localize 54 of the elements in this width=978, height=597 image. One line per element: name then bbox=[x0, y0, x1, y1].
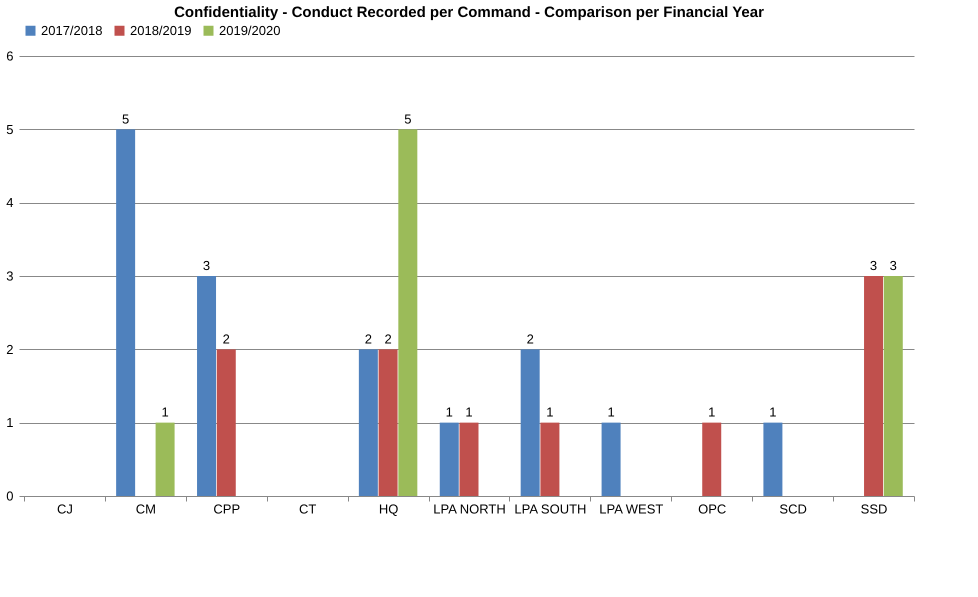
bar bbox=[602, 422, 621, 496]
chart-title: Confidentiality - Conduct Recorded per Command - Comparison per Financial Year bbox=[174, 4, 764, 21]
x-tick-label: CM bbox=[136, 502, 156, 516]
x-tick-label: OPC bbox=[698, 502, 726, 516]
bar bbox=[702, 422, 722, 496]
data-label: 1 bbox=[769, 404, 777, 420]
data-label: 2 bbox=[384, 331, 392, 346]
x-tick-label: SSD bbox=[860, 502, 888, 516]
y-tick-label: 1 bbox=[6, 415, 14, 430]
data-label: 1 bbox=[161, 404, 169, 420]
bar bbox=[156, 422, 175, 496]
y-tick-label: 6 bbox=[6, 48, 14, 64]
data-label: 2 bbox=[222, 331, 230, 346]
data-label: 1 bbox=[607, 404, 615, 420]
y-tick-label: 3 bbox=[6, 268, 14, 284]
bar bbox=[460, 422, 478, 496]
bar bbox=[520, 349, 540, 496]
y-tick-label: 0 bbox=[6, 488, 14, 504]
bar bbox=[378, 349, 398, 496]
bar bbox=[540, 422, 560, 496]
legend-label: 2017/2018 bbox=[41, 22, 102, 38]
bar bbox=[864, 276, 884, 496]
x-tick-label: CJ bbox=[57, 502, 73, 516]
x-tick-label: LPA NORTH bbox=[433, 502, 506, 516]
data-label: 3 bbox=[202, 258, 210, 273]
data-label: 2 bbox=[526, 331, 534, 346]
bar bbox=[116, 129, 136, 496]
bar bbox=[398, 129, 418, 496]
legend-label: 2019/2020 bbox=[219, 22, 280, 38]
data-label: 3 bbox=[870, 258, 878, 273]
bar bbox=[440, 422, 459, 496]
data-label: 1 bbox=[465, 404, 473, 420]
data-label: 2 bbox=[364, 331, 372, 346]
y-tick-label: 2 bbox=[6, 342, 14, 357]
bar bbox=[197, 276, 216, 496]
bar bbox=[763, 422, 782, 496]
data-label: 5 bbox=[122, 111, 130, 126]
y-tick-label: 5 bbox=[6, 122, 14, 137]
x-tick-label: HQ bbox=[378, 502, 398, 516]
legend-label: 2018/2019 bbox=[130, 22, 192, 38]
data-label: 3 bbox=[890, 258, 897, 273]
bar bbox=[216, 349, 236, 496]
y-tick-label: 4 bbox=[6, 195, 14, 210]
bar bbox=[358, 349, 378, 496]
data-label: 1 bbox=[546, 404, 554, 420]
x-tick-label: LPA WEST bbox=[599, 502, 664, 516]
x-tick-label: CPP bbox=[213, 502, 240, 516]
data-label: 5 bbox=[404, 111, 412, 126]
x-tick-label: CT bbox=[299, 502, 316, 516]
x-tick-label: SCD bbox=[779, 502, 807, 516]
data-label: 1 bbox=[708, 404, 716, 420]
data-label: 1 bbox=[446, 404, 453, 420]
bar bbox=[884, 276, 903, 496]
x-tick-label: LPA SOUTH bbox=[514, 502, 586, 516]
